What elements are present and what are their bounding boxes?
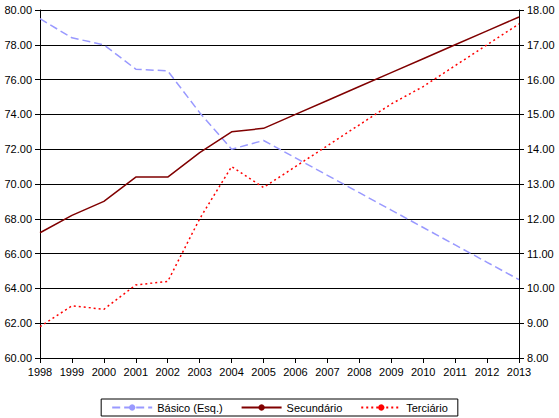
svg-text:64.00: 64.00 (4, 282, 32, 294)
svg-text:2006: 2006 (283, 366, 307, 378)
svg-text:66.00: 66.00 (4, 248, 32, 260)
svg-text:1998: 1998 (28, 366, 52, 378)
svg-text:2007: 2007 (315, 366, 339, 378)
svg-text:2005: 2005 (251, 366, 275, 378)
svg-text:1999: 1999 (60, 366, 84, 378)
svg-text:2002: 2002 (155, 366, 179, 378)
svg-text:80.00: 80.00 (4, 4, 32, 16)
svg-text:16.00: 16.00 (527, 74, 555, 86)
svg-text:2001: 2001 (124, 366, 148, 378)
svg-text:14.00: 14.00 (527, 143, 555, 155)
svg-text:9.00: 9.00 (527, 317, 548, 329)
svg-text:2010: 2010 (411, 366, 435, 378)
svg-text:2004: 2004 (219, 366, 243, 378)
svg-text:11.00: 11.00 (527, 248, 554, 260)
svg-text:13.00: 13.00 (527, 178, 555, 190)
svg-text:17.00: 17.00 (527, 39, 555, 51)
svg-text:18.00: 18.00 (527, 4, 555, 16)
svg-text:70.00: 70.00 (4, 178, 32, 190)
svg-text:72.00: 72.00 (4, 143, 32, 155)
svg-text:Secundário: Secundário (287, 402, 343, 414)
svg-text:2008: 2008 (347, 366, 371, 378)
svg-text:2009: 2009 (379, 366, 403, 378)
svg-text:8.00: 8.00 (527, 352, 548, 364)
svg-text:76.00: 76.00 (4, 74, 32, 86)
svg-text:62.00: 62.00 (4, 317, 32, 329)
svg-text:68.00: 68.00 (4, 213, 32, 225)
svg-text:15.00: 15.00 (527, 108, 555, 120)
svg-text:78.00: 78.00 (4, 39, 32, 51)
svg-text:74.00: 74.00 (4, 108, 32, 120)
svg-text:2003: 2003 (187, 366, 211, 378)
svg-text:2013: 2013 (507, 366, 531, 378)
svg-text:60.00: 60.00 (4, 352, 32, 364)
svg-text:2000: 2000 (92, 366, 116, 378)
svg-text:12.00: 12.00 (527, 213, 555, 225)
svg-text:Básico (Esq.): Básico (Esq.) (157, 402, 222, 414)
svg-text:10.00: 10.00 (527, 282, 555, 294)
svg-text:2011: 2011 (443, 366, 467, 378)
svg-text:Terciário: Terciário (406, 402, 448, 414)
svg-text:2012: 2012 (475, 366, 499, 378)
